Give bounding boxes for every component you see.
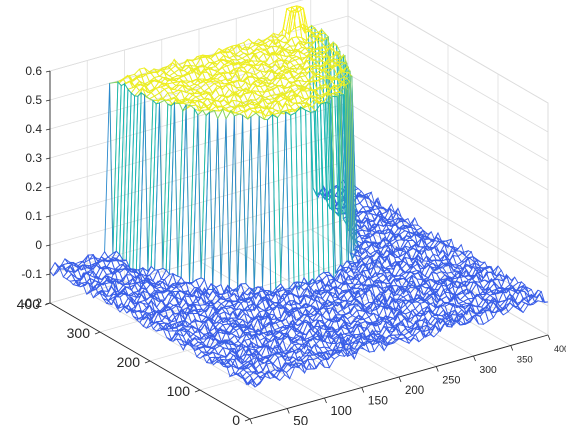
z-tick-label: 0.3 — [25, 151, 42, 165]
y-tick-label: 400 — [17, 296, 41, 312]
surface-cell — [246, 378, 256, 388]
y-tick-label: 100 — [167, 383, 191, 399]
z-tick-label: 0 — [35, 238, 42, 252]
z-tick-mark — [45, 244, 51, 247]
y-tick-mark — [244, 418, 251, 422]
y-tick-label: 0 — [232, 412, 240, 425]
z-tick-mark — [45, 186, 51, 189]
z-tick-label: 0.6 — [25, 64, 42, 78]
z-tick-mark — [45, 70, 51, 73]
x-tick-mark — [324, 397, 327, 404]
y-tick-mark — [44, 302, 51, 306]
z-tick-label: -0.1 — [21, 267, 42, 281]
x-tick-mark — [286, 408, 290, 414]
z-tick-mark — [45, 128, 51, 131]
y-tick-mark — [144, 360, 151, 364]
y-tick-mark — [94, 331, 101, 335]
x-tick-label: 150 — [368, 394, 388, 408]
x-tick-mark — [510, 345, 514, 351]
x-tick-mark — [249, 418, 253, 425]
z-tick-mark — [45, 273, 51, 276]
z-tick-mark — [45, 215, 51, 218]
z-axis-tick-labels: -0.2 -0.1 0 0.1 0.2 0.3 0.4 0.5 0.6 — [21, 64, 51, 310]
z-tick-mark — [45, 157, 51, 160]
z-tick-mark — [45, 99, 51, 102]
x-tick-mark — [473, 355, 476, 362]
surface-mesh — [49, 5, 549, 388]
y-axis-tick-labels: 0 100 200 300 400 — [17, 296, 251, 425]
x-tick-label: 50 — [293, 414, 308, 425]
x-tick-mark — [361, 387, 365, 393]
x-tick-mark — [435, 366, 439, 372]
x-tick-label: 200 — [405, 385, 424, 397]
z-tick-label: 0.5 — [25, 93, 42, 107]
y-tick-label: 200 — [117, 354, 141, 370]
x-tick-label: 250 — [442, 375, 460, 387]
x-tick-label: 0 — [256, 423, 264, 425]
z-tick-label: 0.1 — [25, 209, 42, 223]
x-tick-mark — [547, 334, 551, 341]
x-axis-tick-labels: 0 50 100 150 200 250 300 350 400 — [249, 334, 566, 425]
x-tick-label: 350 — [517, 355, 533, 366]
z-tick-label: -0.2 — [21, 296, 42, 310]
z-tick-label: 0.4 — [25, 122, 42, 136]
x-tick-label: 100 — [331, 403, 352, 418]
z-tick-label: 0.2 — [25, 180, 42, 194]
x-tick-label: 300 — [480, 365, 497, 376]
y-tick-mark — [194, 389, 201, 393]
y-gridline — [149, 276, 449, 362]
y-tick-label: 300 — [67, 325, 91, 341]
x-tick-mark — [398, 376, 402, 383]
x-tick-label: 400 — [554, 344, 566, 354]
